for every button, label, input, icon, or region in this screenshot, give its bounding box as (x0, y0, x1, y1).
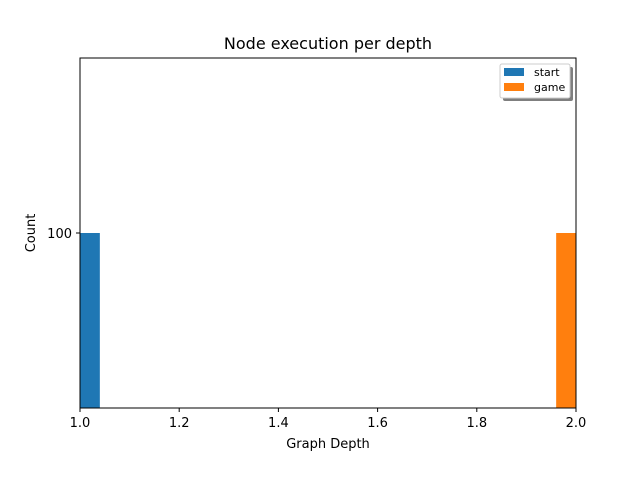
y-tick-label: 100 (47, 227, 72, 242)
x-tick-label: 2.0 (566, 416, 587, 431)
legend-label-game: game (534, 81, 565, 94)
legend: start game (499, 63, 573, 101)
y-axis-label: Count (24, 214, 39, 253)
x-tick-label: 1.0 (70, 416, 91, 431)
y-axis-ticks: 100 (47, 227, 80, 242)
x-axis-ticks: 1.0 1.2 1.4 1.6 1.8 2.0 (70, 408, 587, 431)
x-tick-label: 1.4 (268, 416, 289, 431)
bar-game-0 (556, 233, 576, 408)
x-axis-label: Graph Depth (286, 437, 370, 452)
bar-start-0 (80, 233, 100, 408)
x-tick-label: 1.2 (169, 416, 190, 431)
legend-swatch-start (504, 68, 524, 76)
legend-swatch-game (504, 83, 524, 91)
x-tick-label: 1.8 (466, 416, 487, 431)
legend-label-start: start (534, 66, 560, 79)
bars-layer (80, 233, 576, 408)
x-tick-label: 1.6 (367, 416, 388, 431)
plot-area (80, 58, 576, 408)
chart-title: Node execution per depth (224, 34, 432, 53)
